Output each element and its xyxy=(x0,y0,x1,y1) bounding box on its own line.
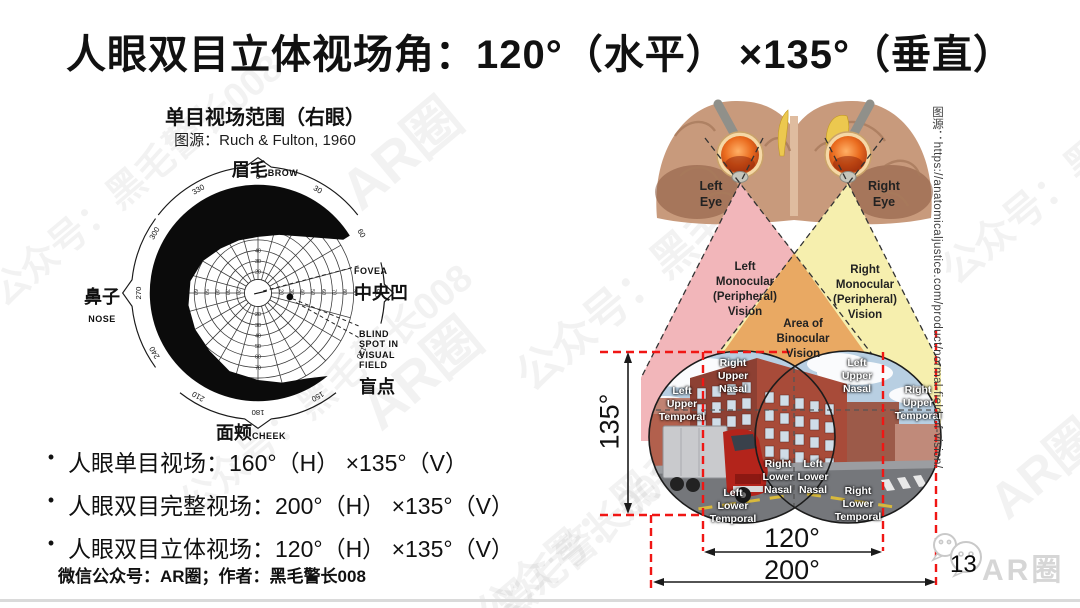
quadrant-left-upper-nasal: Left Upper Nasal xyxy=(841,357,873,396)
quadrant-left-lower-nasal: Left Lower Nasal xyxy=(797,458,829,497)
wechat-icon xyxy=(930,533,982,578)
svg-text:270: 270 xyxy=(134,287,143,300)
label-blind-spot: BLIND SPOT IN VISUAL FIELD 盲点 xyxy=(359,329,399,398)
svg-text:70: 70 xyxy=(330,289,336,295)
svg-text:60: 60 xyxy=(255,355,261,361)
bullet-list: • 人眼单目视场：160°（H） ×135°（V） • 人眼双目完整视场：200… xyxy=(34,444,614,573)
right-field-outline xyxy=(754,350,942,524)
dimension-arrows xyxy=(624,352,936,586)
quadrant-right-upper-temporal: Right Upper Temporal xyxy=(894,384,942,423)
label-nose: 鼻子 NOSE xyxy=(84,287,120,324)
svg-text:80: 80 xyxy=(341,289,347,295)
svg-text:60: 60 xyxy=(320,289,326,295)
left-eye-illustration xyxy=(713,99,764,183)
svg-text:60: 60 xyxy=(355,227,367,239)
label-fovea: FOVEA 中央凹 xyxy=(354,266,408,303)
left-field-outline xyxy=(648,350,836,524)
dimension-inner-120: 120° xyxy=(764,523,820,553)
list-item: • 人眼双目完整视场：200°（H） ×135°（V） xyxy=(34,487,614,521)
optic-tract xyxy=(777,109,789,157)
bullet-text: 人眼双目完整视场：200°（H） ×135°（V） xyxy=(68,493,514,519)
street-scene xyxy=(649,351,941,523)
svg-text:0: 0 xyxy=(256,172,260,181)
bullet-text: 人眼单目视场：160°（H） ×135°（V） xyxy=(68,450,468,476)
quadrant-right-upper-nasal: Right Upper Nasal xyxy=(717,357,749,396)
brain-illustration xyxy=(655,100,933,225)
blind-spot-dot xyxy=(286,293,294,301)
svg-text:40: 40 xyxy=(213,289,219,295)
dimension-vertical-135: 135° xyxy=(594,393,625,450)
right-eye-illustration xyxy=(824,99,875,183)
image-source-url: 图源：https://anatomicaljustice.com/product… xyxy=(931,106,943,469)
svg-text:30: 30 xyxy=(255,259,261,265)
bottom-divider xyxy=(0,599,1080,602)
label-right-eye: Right Eye xyxy=(868,179,900,209)
left-figure-source: 图源：Ruch & Fulton, 1960 xyxy=(174,132,356,149)
quadrant-right-lower-nasal: Right Lower Nasal xyxy=(762,458,794,497)
bullet-dot: • xyxy=(47,490,55,510)
center-needle xyxy=(254,290,267,295)
list-item: • 人眼单目视场：160°（H） ×135°（V） xyxy=(34,444,614,478)
blocked-field-crescent xyxy=(149,184,350,402)
radius-tick-labels: 20 30 40 50 60 70 80 90 60 50 40 30 20 4… xyxy=(192,248,358,371)
svg-text:90: 90 xyxy=(373,289,382,298)
svg-text:20: 20 xyxy=(255,270,261,276)
quadrant-left-upper-temporal: Left Upper Temporal xyxy=(658,385,706,424)
quadrant-left-lower-temporal: Left Lower Temporal xyxy=(709,487,757,526)
svg-text:30: 30 xyxy=(288,289,294,295)
truck xyxy=(662,425,768,503)
label-cheek: 面颊CHEEK xyxy=(215,423,286,443)
label-binocular-area: Area of Binocular Vision xyxy=(776,318,830,360)
list-item: • 人眼双目立体视场：120°（H） ×135°（V） xyxy=(34,530,614,564)
bullet-dot: • xyxy=(47,447,55,467)
bullet-text: 人眼双目立体视场：120°（H） ×135°（V） xyxy=(68,536,514,562)
svg-text:50: 50 xyxy=(255,344,261,350)
svg-text:40: 40 xyxy=(255,333,261,339)
footer-credit: 微信公众号：AR圈；作者：黑毛警长008 xyxy=(58,567,366,586)
label-left-eye: Left Eye xyxy=(699,179,723,209)
svg-text:40: 40 xyxy=(255,248,261,254)
label-right-monocular: Right Monocular (Peripheral) Vision xyxy=(833,264,897,321)
vision-field-figure xyxy=(600,99,942,588)
quadrant-right-lower-temporal: Right Lower Temporal xyxy=(834,485,882,524)
bullet-dot: • xyxy=(47,533,55,553)
svg-text:30: 30 xyxy=(255,323,261,329)
svg-text:60: 60 xyxy=(192,289,198,295)
page-number: 13 xyxy=(950,551,977,578)
label-left-monocular: Left Monocular (Peripheral) Vision xyxy=(713,261,777,318)
brackets xyxy=(121,156,395,430)
svg-text:40: 40 xyxy=(299,289,305,295)
svg-text:50: 50 xyxy=(203,289,209,295)
svg-text:30: 30 xyxy=(224,289,230,295)
svg-text:20: 20 xyxy=(255,312,261,318)
svg-text:20: 20 xyxy=(277,289,283,295)
svg-text:90: 90 xyxy=(352,289,358,295)
perimetry-chart: 20 30 40 50 60 70 80 90 60 50 40 30 20 4… xyxy=(121,156,395,430)
left-figure-heading: 单目视场范围（右眼） xyxy=(165,107,365,129)
svg-text:70: 70 xyxy=(255,365,261,371)
svg-text:20: 20 xyxy=(235,289,241,295)
watermark: AR圈 xyxy=(978,408,1080,530)
svg-text:180: 180 xyxy=(252,408,265,417)
label-brow: 眉毛BROW xyxy=(231,160,299,180)
arquan-logo-text: AR圈 xyxy=(982,554,1065,587)
svg-text:50: 50 xyxy=(309,289,315,295)
pointer-dashes xyxy=(262,265,359,338)
page-title: 人眼双目立体视场角：120°（水平） ×135°（垂直） xyxy=(66,33,1014,77)
svg-text:30: 30 xyxy=(312,183,324,195)
dimension-outer-200: 200° xyxy=(764,555,820,585)
